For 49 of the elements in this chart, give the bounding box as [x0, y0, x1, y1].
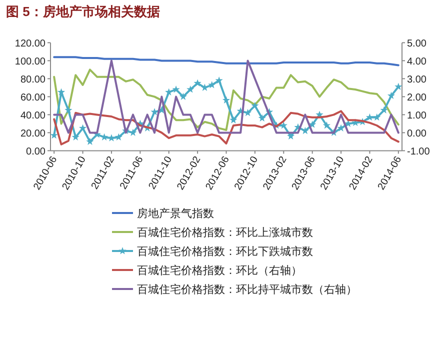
point — [251, 102, 259, 109]
y-tick-label: 100.00 — [14, 56, 46, 68]
chart-title: 图 5：房地产市场相关数据 — [6, 4, 160, 19]
y-tick-label: 120.00 — [14, 38, 46, 50]
point — [208, 81, 216, 88]
legend-label: 百城住宅价格指数：环比下跌城市数 — [137, 245, 313, 258]
point — [64, 106, 72, 114]
y-tick-label: 20.00 — [20, 128, 46, 140]
point — [215, 76, 223, 84]
point — [366, 113, 374, 121]
legend-label: 百城住宅价格指数：环比持平城市数（右轴） — [137, 283, 357, 296]
y2-tick-label: -1.00 — [407, 146, 430, 158]
line-series — [53, 110, 400, 146]
y-tick-label: 80.00 — [20, 74, 46, 86]
y2-tick-label: 0.00 — [407, 128, 427, 140]
y2-tick-label: 3.00 — [407, 74, 427, 86]
point — [373, 113, 381, 121]
legend-label: 百城住宅价格指数：环比（右轴） — [137, 264, 302, 277]
legend-label: 房地产景气指数 — [137, 207, 214, 220]
y2-tick-label: 4.00 — [407, 56, 427, 68]
point — [108, 134, 116, 142]
point — [57, 88, 66, 96]
point — [258, 114, 266, 122]
y-tick-label: 60.00 — [20, 92, 46, 104]
point — [50, 131, 58, 139]
point — [194, 79, 202, 86]
point — [280, 122, 288, 129]
point — [230, 116, 238, 124]
y-tick-label: 0.00 — [26, 146, 46, 158]
point — [394, 82, 402, 90]
point — [172, 86, 180, 93]
point — [380, 106, 388, 114]
point — [114, 133, 122, 140]
point — [337, 124, 345, 132]
point — [222, 96, 230, 104]
point — [186, 86, 194, 93]
legend-label: 百城住宅价格指数：环比上涨城市数 — [137, 226, 313, 239]
point — [86, 138, 94, 145]
y2-tick-label: 2.00 — [407, 92, 427, 104]
point — [322, 122, 330, 129]
y2-tick-label: 5.00 — [407, 38, 427, 50]
line-series — [53, 68, 400, 131]
y-tick-label: 40.00 — [20, 110, 46, 122]
y2-tick-label: 1.00 — [407, 110, 427, 122]
point — [387, 92, 396, 100]
line-series — [53, 56, 400, 66]
point — [72, 133, 80, 140]
point — [78, 124, 87, 132]
point — [179, 92, 188, 100]
